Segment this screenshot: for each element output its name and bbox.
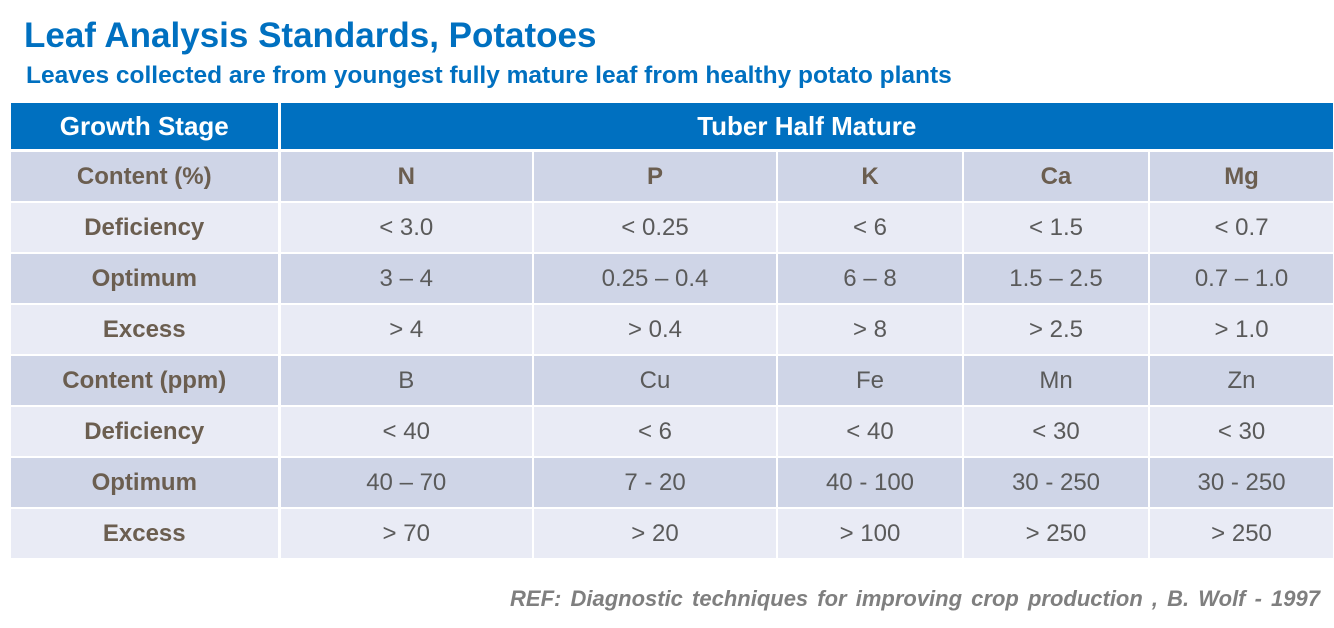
row-label: Optimum — [9, 456, 281, 509]
table-cell: 40 - 100 — [776, 456, 964, 509]
table-cell: > 4 — [278, 303, 534, 356]
table-cell: > 70 — [278, 507, 534, 560]
table-cell: < 0.25 — [532, 201, 778, 254]
table-cell: > 8 — [776, 303, 964, 356]
stage-value-header: Tuber Half Mature — [277, 101, 1334, 152]
table-cell: 6 – 8 — [776, 252, 964, 305]
table-row: Content (%) N P K Ca Mg — [9, 149, 1334, 203]
table-cell: 0.25 – 0.4 — [532, 252, 778, 305]
table-cell: Ca — [962, 149, 1150, 203]
leaf-standards-table: Growth Stage Tuber Half Mature Content (… — [9, 101, 1334, 560]
table-cell: 3 – 4 — [278, 252, 534, 305]
table-row: Excess > 70 > 20 > 100 > 250 > 250 — [9, 507, 1334, 560]
table-row: Deficiency < 40 < 6 < 40 < 30 < 30 — [9, 405, 1334, 458]
table-cell: < 40 — [278, 405, 534, 458]
row-label: Deficiency — [9, 201, 281, 254]
table-cell: N — [278, 149, 534, 203]
table-cell: P — [532, 149, 778, 203]
table-cell: B — [278, 354, 534, 407]
table-row: Optimum 40 – 70 7 - 20 40 - 100 30 - 250… — [9, 456, 1334, 509]
table-cell: > 2.5 — [962, 303, 1150, 356]
table-cell: Mg — [1147, 149, 1334, 203]
table-header-row: Growth Stage Tuber Half Mature — [9, 101, 1334, 152]
table-cell: < 6 — [532, 405, 778, 458]
table-cell: 40 – 70 — [278, 456, 534, 509]
table-cell: 30 - 250 — [962, 456, 1150, 509]
table-cell: 0.7 – 1.0 — [1147, 252, 1334, 305]
table-cell: Cu — [532, 354, 778, 407]
table-cell: > 20 — [532, 507, 778, 560]
table-cell: > 250 — [962, 507, 1150, 560]
page-subtitle: Leaves collected are from youngest fully… — [26, 62, 952, 89]
table-cell: 1.5 – 2.5 — [962, 252, 1150, 305]
table-cell: < 0.7 — [1147, 201, 1334, 254]
table-cell: < 3.0 — [278, 201, 534, 254]
table-cell: 30 - 250 — [1147, 456, 1334, 509]
page-title: Leaf Analysis Standards, Potatoes — [24, 16, 597, 55]
table-cell: Fe — [776, 354, 964, 407]
table-cell: < 40 — [776, 405, 964, 458]
table-row: Deficiency < 3.0 < 0.25 < 6 < 1.5 < 0.7 — [9, 201, 1334, 254]
table-cell: < 6 — [776, 201, 964, 254]
row-label: Deficiency — [9, 405, 281, 458]
table-cell: > 1.0 — [1147, 303, 1334, 356]
table-cell: Mn — [962, 354, 1150, 407]
table-cell: < 30 — [1147, 405, 1334, 458]
table-cell: 7 - 20 — [532, 456, 778, 509]
reference-citation: REF: Diagnostic techniques for improving… — [510, 586, 1320, 611]
growth-stage-header: Growth Stage — [9, 101, 281, 152]
row-label: Content (%) — [9, 149, 281, 203]
table-cell: K — [776, 149, 964, 203]
table-cell: > 250 — [1147, 507, 1334, 560]
table-row: Excess > 4 > 0.4 > 8 > 2.5 > 1.0 — [9, 303, 1334, 356]
row-label: Optimum — [9, 252, 281, 305]
table-cell: Zn — [1147, 354, 1334, 407]
row-label: Excess — [9, 507, 281, 560]
table-row: Content (ppm) B Cu Fe Mn Zn — [9, 354, 1334, 407]
table-row: Optimum 3 – 4 0.25 – 0.4 6 – 8 1.5 – 2.5… — [9, 252, 1334, 305]
table-cell: > 0.4 — [532, 303, 778, 356]
table-cell: < 1.5 — [962, 201, 1150, 254]
row-label: Content (ppm) — [9, 354, 281, 407]
table-cell: < 30 — [962, 405, 1150, 458]
row-label: Excess — [9, 303, 281, 356]
table-cell: > 100 — [776, 507, 964, 560]
